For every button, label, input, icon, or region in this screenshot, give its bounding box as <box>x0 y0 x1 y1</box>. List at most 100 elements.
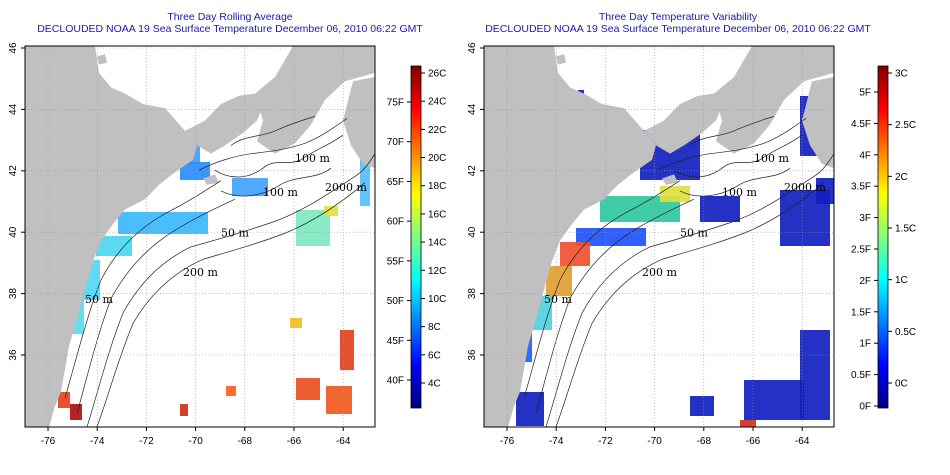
lat-tick-label: 46 <box>467 42 478 54</box>
right-panel-subtitle: DECLOUDED NOAA 19 Sea Surface Temperatur… <box>485 23 871 35</box>
lon-tick-label: -64 <box>795 436 810 447</box>
isobath-label: 50 m <box>544 293 572 306</box>
sst-pixel-patch <box>516 392 544 426</box>
isobath-label: 100 m <box>754 152 789 165</box>
colorbar-celsius-label: 2.5C <box>895 120 916 131</box>
sst-pixel-patch <box>744 380 804 420</box>
colorbar-fahrenheit-label: 2.5F <box>851 245 871 256</box>
colorbar-celsius-label: 14C <box>428 238 446 249</box>
sst-pixel-patch <box>340 330 354 370</box>
colorbar-celsius-label: 20C <box>428 153 446 164</box>
lat-tick-label: 44 <box>467 103 478 115</box>
sst-pixel-patch <box>118 212 208 234</box>
lon-tick-label: -64 <box>336 436 351 447</box>
colorbar-celsius-label: 26C <box>428 69 446 80</box>
sst-pixel-patch <box>660 186 690 202</box>
lon-tick-label: -66 <box>287 436 302 447</box>
colorbar-fahrenheit-label: 2F <box>859 276 871 287</box>
map-frame <box>24 45 376 428</box>
colorbar-fahrenheit-label: 5F <box>859 88 871 99</box>
colorbar-celsius-label: 0.5C <box>895 327 916 338</box>
sst-pixel-patch <box>180 404 188 416</box>
lon-tick-label: -70 <box>647 436 662 447</box>
lat-tick-label: 46 <box>8 42 19 54</box>
colorbar-celsius-label: 16C <box>428 209 446 220</box>
sst-pixel-patch <box>324 206 338 216</box>
lon-tick-label: -76 <box>500 436 515 447</box>
colorbar-fahrenheit-label: 50F <box>387 296 404 307</box>
isobath-label: 100 m <box>722 186 757 199</box>
lat-tick-label: 40 <box>467 226 478 238</box>
isobath-label: 2000 m <box>784 181 826 194</box>
lon-tick-label: -74 <box>549 436 564 447</box>
colorbar-fahrenheit-label: 60F <box>387 217 404 228</box>
sst-pixel-patch <box>96 236 132 256</box>
sst-pixel-patch <box>226 386 236 396</box>
colorbar-celsius-label: 0C <box>895 379 908 390</box>
lat-tick-label: 36 <box>467 349 478 361</box>
colorbar-fahrenheit-label: 75F <box>387 98 404 109</box>
colorbar-celsius-label: 1C <box>895 275 908 286</box>
isobath-label: 50 m <box>221 227 249 240</box>
colorbar-celsius-label: 12C <box>428 266 446 277</box>
isobath-label: 2000 m <box>325 181 367 194</box>
colorbar-fahrenheit-label: 0.5F <box>851 370 871 381</box>
map-panel-2: 100 m 100 m 2000 m 50 m 200 m 50 m -76 -74 -72 -7… <box>467 42 916 447</box>
isobath-label: 50 m <box>680 227 708 240</box>
sst-pixel-patch <box>232 178 268 196</box>
lon-tick-label: -68 <box>697 436 712 447</box>
map-frame <box>483 45 835 428</box>
sst-pixel-patch <box>700 196 740 222</box>
colorbar-celsius-label: 4C <box>428 379 441 390</box>
colorbar-gradient <box>877 65 889 409</box>
lon-tick-label: -76 <box>41 436 56 447</box>
colorbar-fahrenheit-label: 70F <box>387 137 404 148</box>
colorbar-celsius-label: 22C <box>428 125 446 136</box>
lon-tick-label: -66 <box>746 436 761 447</box>
colorbar-celsius-label: 1.5C <box>895 224 916 235</box>
sst-pixel-patch <box>546 266 572 296</box>
sst-pixel-patch <box>180 162 210 180</box>
colorbar-fahrenheit-label: 65F <box>387 177 404 188</box>
colorbar-celsius-label: 10C <box>428 294 446 305</box>
sst-pixel-patch <box>816 178 834 204</box>
lat-tick-label: 42 <box>467 165 478 177</box>
lat-tick-label: 36 <box>8 349 19 361</box>
map-panel-1: 100 m 100 m 2000 m 50 m 200 m 50 m -76 -74 -72 -7… <box>8 42 446 447</box>
sst-pixel-patch <box>296 378 320 400</box>
lat-tick-label: 42 <box>8 165 19 177</box>
sst-pixel-patch <box>326 386 352 414</box>
colorbar-celsius-label: 6C <box>428 350 441 361</box>
lat-tick-label: 44 <box>8 103 19 115</box>
colorbar-fahrenheit-label: 1.5F <box>851 307 871 318</box>
isobath-label: 100 m <box>295 152 330 165</box>
colorbar-2: 3C 2.5C 2C 1.5C 1C 0.5C 0C 5F 4.5F 4F 3.5F 3F 2.5F 2F… <box>851 65 916 413</box>
colorbar-gradient <box>410 65 422 409</box>
sst-pixel-patch <box>58 392 70 408</box>
colorbar-celsius-label: 3C <box>895 69 908 80</box>
lon-tick-label: -72 <box>139 436 154 447</box>
colorbar-fahrenheit-label: 4.5F <box>851 119 871 130</box>
isobath-label: 200 m <box>183 266 218 279</box>
lat-tick-label: 38 <box>467 288 478 300</box>
sst-pixel-patch <box>290 318 302 328</box>
colorbar-1: 26C 24C 22C 20C 18C 16C 14C 12C 10C 8C 6C 4C 75F 70F 6… <box>387 65 446 409</box>
colorbar-fahrenheit-label: 0F <box>859 402 871 413</box>
colorbar-fahrenheit-label: 3F <box>859 213 871 224</box>
colorbar-celsius-label: 24C <box>428 97 446 108</box>
sst-pixel-patch <box>360 150 370 206</box>
isobath-label: 100 m <box>263 186 298 199</box>
colorbar-fahrenheit-label: 4F <box>859 150 871 161</box>
lon-tick-label: -72 <box>598 436 613 447</box>
right-panel-title: Three Day Temperature Variability <box>598 11 758 23</box>
colorbar-fahrenheit-label: 55F <box>387 256 404 267</box>
colorbar-fahrenheit-label: 45F <box>387 336 404 347</box>
sst-pixel-patch <box>560 242 590 266</box>
colorbar-fahrenheit-label: 40F <box>387 376 404 387</box>
isobath-label: 200 m <box>642 266 677 279</box>
colorbar-fahrenheit-label: 1F <box>859 339 871 350</box>
sst-pixel-patch <box>800 330 830 420</box>
left-panel-subtitle: DECLOUDED NOAA 19 Sea Surface Temperatur… <box>37 23 423 35</box>
lon-tick-label: -68 <box>238 436 253 447</box>
